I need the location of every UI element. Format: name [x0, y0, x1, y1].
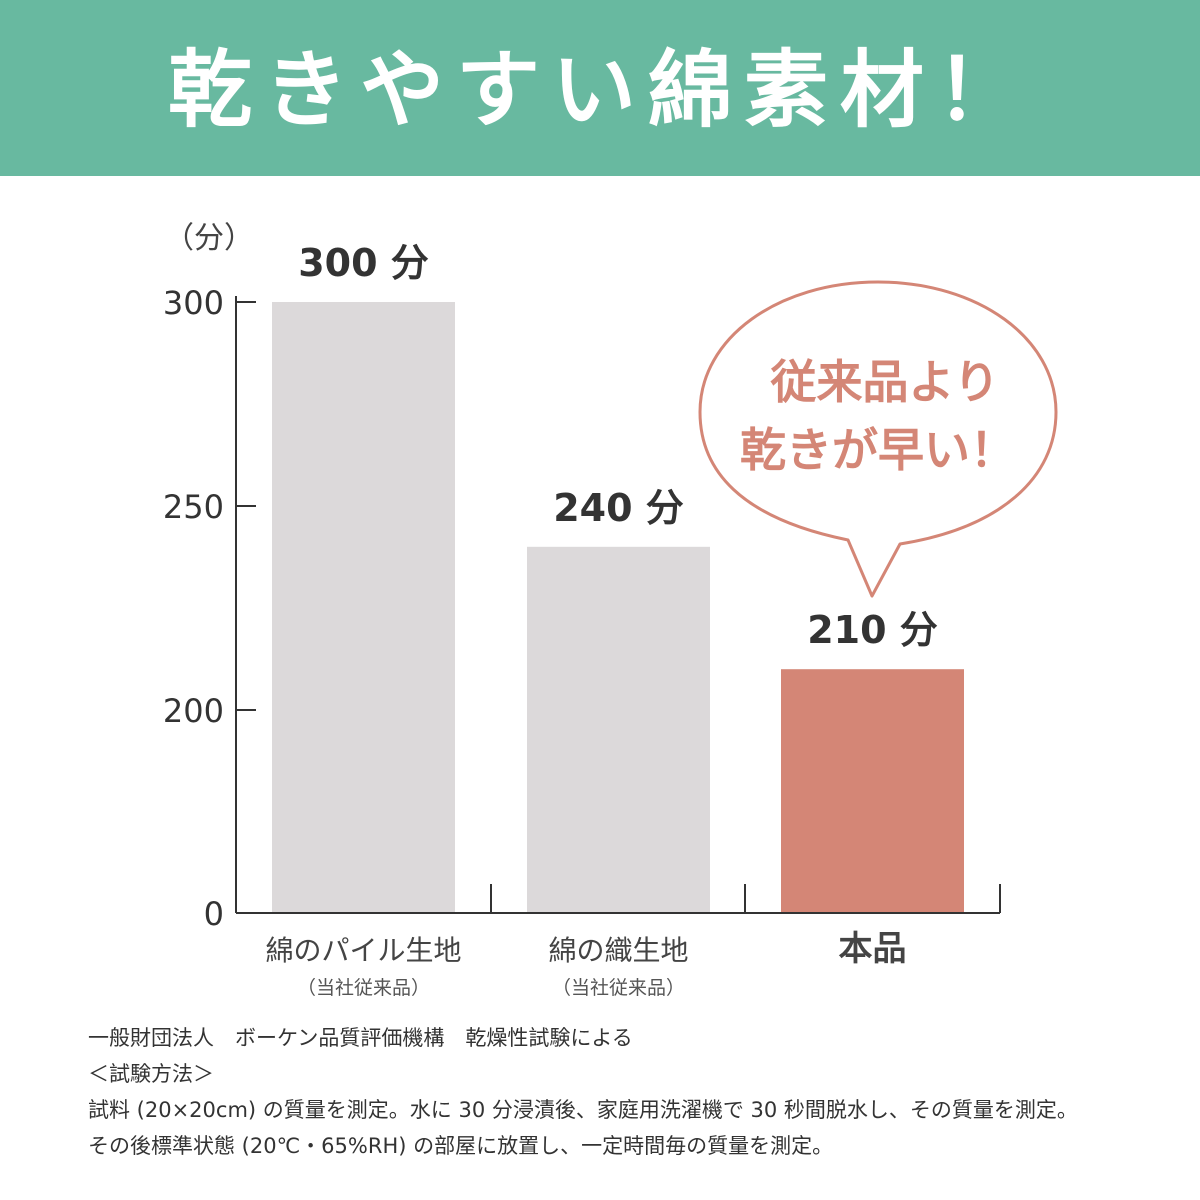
- category-label: 綿のパイル生地: [265, 934, 461, 967]
- category-label: 本品: [839, 929, 907, 969]
- bar-value-label: 210 分: [807, 608, 938, 652]
- header-band: [0, 0, 1200, 176]
- bar-2: [781, 669, 964, 913]
- bar-1: [527, 546, 710, 913]
- footnote-line: 一般財団法人 ボーケン品質評価機構 乾燥性試験による: [88, 1026, 633, 1050]
- footnote-line: ＜試験方法＞: [88, 1062, 214, 1086]
- bubble-text-line: 従来品より: [769, 355, 999, 409]
- y-tick-label: 300: [163, 284, 224, 322]
- y-tick-label: 250: [163, 488, 224, 526]
- footnote-line: 試料 (20×20cm) の質量を測定。水に 30 分浸漬後、家庭用洗濯機で 3…: [88, 1098, 1078, 1122]
- footnote-line: その後標準状態 (20℃・65%RH) の部屋に放置し、一定時間毎の質量を測定。: [88, 1134, 834, 1158]
- category-sublabel: （当社従来品）: [297, 977, 430, 999]
- speech-bubble: [698, 280, 1058, 598]
- page-title: 乾きやすい綿素材！: [167, 41, 1032, 139]
- category-sublabel: （当社従来品）: [552, 977, 685, 999]
- bar-value-label: 300 分: [298, 241, 429, 285]
- y-axis-unit-label: （分）: [164, 221, 254, 256]
- footnote: 一般財団法人 ボーケン品質評価機構 乾燥性試験による ＜試験方法＞ 試料 (20…: [88, 1020, 1168, 1164]
- category-label: 綿の織生地: [548, 934, 688, 967]
- bar-0: [272, 302, 455, 913]
- y-tick-label: 200: [163, 692, 224, 730]
- y-tick-label: 0: [204, 895, 224, 933]
- bubble-text-line: 乾きが早い！: [740, 423, 1016, 477]
- bar-value-label: 240 分: [553, 486, 684, 530]
